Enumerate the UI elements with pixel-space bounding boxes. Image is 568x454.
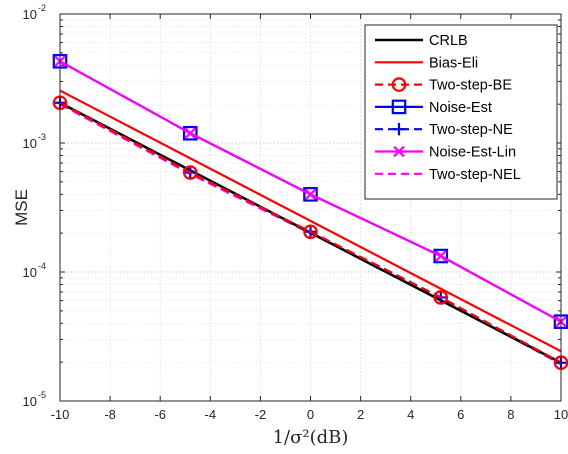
series-bias-eli xyxy=(59,89,562,353)
legend-entry-two-step-ne: Two-step-NE xyxy=(375,122,513,138)
data-point-square xyxy=(303,187,318,202)
y-tick-label: 10 xyxy=(23,7,37,22)
legend-entry-noise-est-lin: Noise-Est-Lin xyxy=(375,145,516,161)
data-point-plus xyxy=(392,123,406,136)
legend-label: CRLB xyxy=(429,33,468,49)
legend-label: Noise-Est xyxy=(429,100,492,116)
y-tick-exponent: -3 xyxy=(38,132,46,142)
y-tick-exponent: -5 xyxy=(38,390,46,400)
data-point-x xyxy=(184,127,196,139)
x-tick-label: 6 xyxy=(457,407,464,422)
legend-entry-noise-est: Noise-Est xyxy=(375,99,492,116)
x-axis-label: 1/σ²(dB) xyxy=(273,427,349,448)
legend: CRLB Bias-Eli Two-step-BE Noise-Est Two-step… xyxy=(364,24,558,200)
series-line-bias-eli xyxy=(59,89,562,353)
x-tick-label: 2 xyxy=(357,407,364,422)
x-tick-label: -8 xyxy=(104,407,116,422)
data-point-circle xyxy=(303,224,318,240)
x-tick-label: 8 xyxy=(507,407,514,422)
y-axis-label: MSE xyxy=(12,189,31,226)
x-tick-label: 0 xyxy=(307,407,314,422)
x-tick-label: 4 xyxy=(407,407,414,422)
x-tick-label: 10 xyxy=(554,407,568,422)
y-tick-exponent: -2 xyxy=(38,3,46,13)
y-tick-label: 10 xyxy=(23,265,37,280)
legend-entry-crlb: CRLB xyxy=(375,33,468,49)
y-tick-exponent: -4 xyxy=(38,261,46,271)
data-point-x xyxy=(304,188,317,201)
data-point-square xyxy=(182,125,198,141)
legend-label: Two-step-NEL xyxy=(429,167,521,183)
legend-entry-two-step-be: Two-step-BE xyxy=(375,77,512,94)
x-tick-label: -4 xyxy=(205,407,217,422)
data-point-x xyxy=(393,145,405,158)
series-line-two-step-be xyxy=(59,101,562,364)
legend-label: Two-step-BE xyxy=(429,78,512,94)
legend-label: Two-step-NE xyxy=(429,122,513,138)
data-point-circle xyxy=(433,290,449,305)
legend-label: Bias-Eli xyxy=(429,55,478,71)
legend-label: Noise-Est-Lin xyxy=(429,145,516,161)
y-tick-label: 10 xyxy=(23,394,37,409)
x-tick-label: -6 xyxy=(154,407,166,422)
y-tick-label: 10 xyxy=(23,136,37,151)
data-point-x xyxy=(435,250,447,262)
x-tick-label: -2 xyxy=(255,407,267,422)
data-point-circle xyxy=(391,77,407,92)
legend-entry-bias-eli: Bias-Eli xyxy=(375,55,478,71)
data-point-square xyxy=(391,99,407,115)
data-point-circle xyxy=(182,165,198,180)
x-tick-label: -10 xyxy=(51,407,70,422)
data-point-square xyxy=(433,248,449,264)
legend-entry-two-step-nel: Two-step-NEL xyxy=(375,167,521,183)
